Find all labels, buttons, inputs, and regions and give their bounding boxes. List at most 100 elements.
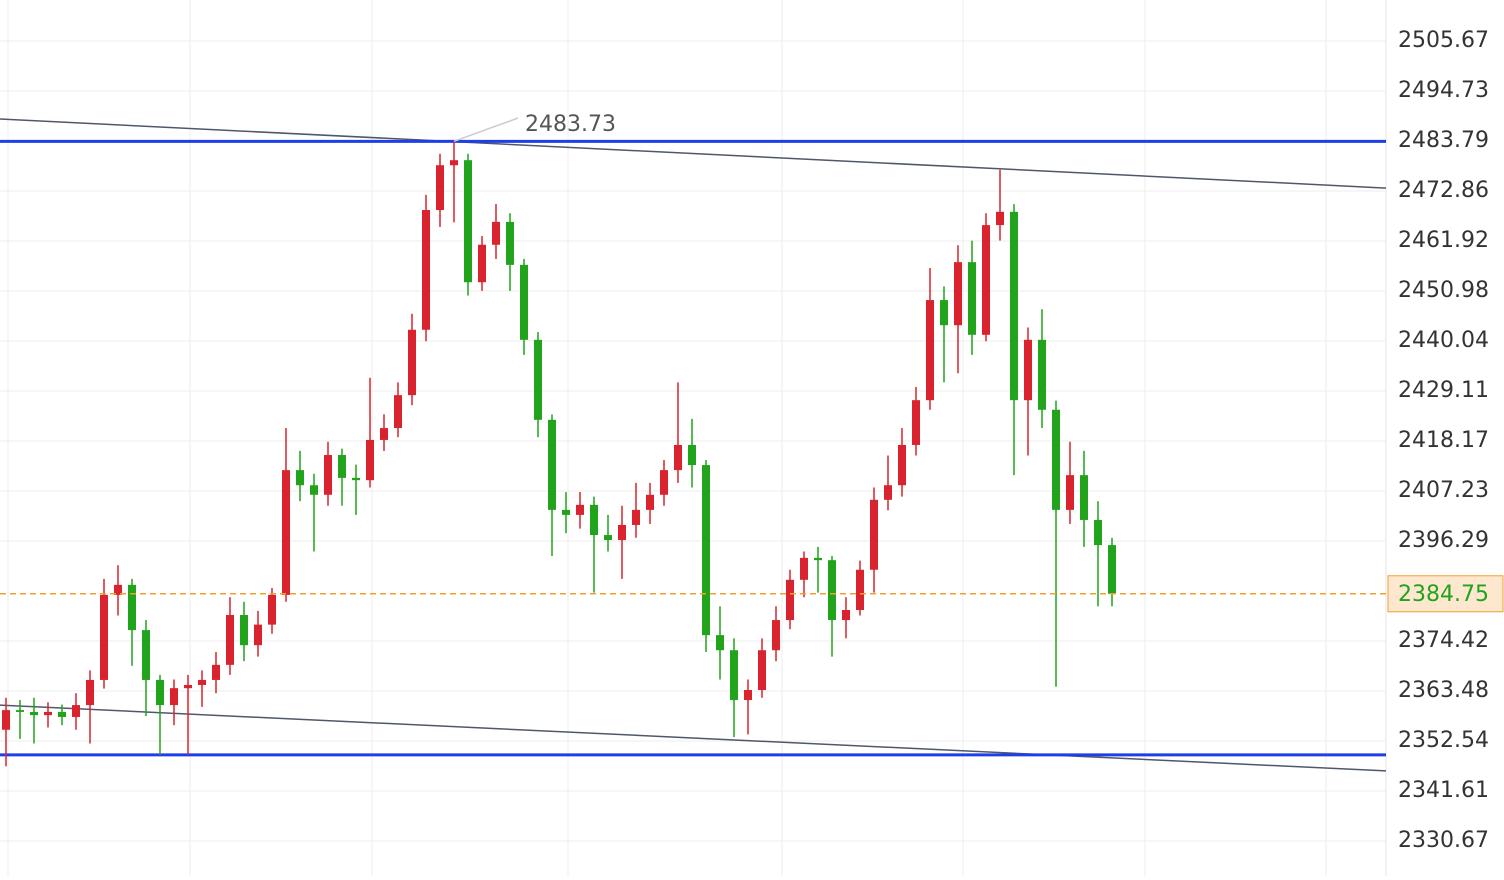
candle-body bbox=[870, 499, 878, 570]
candle-body bbox=[310, 485, 318, 495]
candle-body bbox=[1052, 409, 1060, 510]
candle-body bbox=[324, 455, 332, 495]
candle-body bbox=[982, 225, 990, 335]
candle-body bbox=[282, 470, 290, 595]
candle-body bbox=[884, 485, 892, 500]
candle-body bbox=[716, 635, 724, 651]
candle-body bbox=[1066, 475, 1074, 510]
candle-body bbox=[576, 504, 584, 515]
y-tick-label: 2494.73 bbox=[1398, 78, 1489, 103]
candle-body bbox=[548, 419, 556, 510]
candle-body bbox=[730, 650, 738, 701]
last-price-label: 2384.75 bbox=[1398, 582, 1489, 607]
candle-body bbox=[1080, 475, 1088, 520]
candle-body bbox=[842, 609, 850, 621]
candle-body bbox=[506, 221, 514, 265]
candle-body bbox=[968, 262, 976, 335]
candle-body bbox=[562, 509, 570, 515]
candle-body bbox=[254, 624, 262, 646]
candle-body bbox=[478, 244, 486, 283]
candle-body bbox=[688, 444, 696, 466]
candle-body bbox=[856, 569, 864, 610]
candle-body bbox=[268, 594, 276, 625]
candle-body bbox=[646, 494, 654, 510]
candle-body bbox=[1038, 339, 1046, 410]
candle-body bbox=[786, 579, 794, 621]
candle-body bbox=[16, 710, 24, 712]
candle-body bbox=[940, 300, 948, 326]
candle-body bbox=[72, 705, 80, 717]
candle-body bbox=[2, 710, 10, 730]
y-tick-label: 2440.04 bbox=[1398, 328, 1489, 353]
y-tick-label: 2418.17 bbox=[1398, 428, 1489, 453]
y-tick-label: 2396.29 bbox=[1398, 528, 1489, 553]
candle-body bbox=[1010, 211, 1018, 401]
candle-body bbox=[226, 615, 234, 665]
y-tick-label: 2363.48 bbox=[1398, 678, 1489, 703]
candle-body bbox=[58, 711, 66, 717]
candle-body bbox=[758, 650, 766, 690]
candle-body bbox=[632, 509, 640, 525]
candle-body bbox=[198, 679, 206, 685]
candle-body bbox=[128, 584, 136, 631]
candle-body bbox=[436, 165, 444, 211]
high-annotation-leader bbox=[453, 117, 519, 143]
candle-body bbox=[170, 688, 178, 706]
candle-body bbox=[660, 470, 668, 495]
candle-body bbox=[352, 477, 360, 481]
candle-body bbox=[800, 557, 808, 580]
candle-body bbox=[1094, 519, 1102, 546]
last-price-box bbox=[1387, 575, 1504, 613]
candle-body bbox=[212, 664, 220, 680]
candle-body bbox=[380, 428, 388, 440]
candle-body bbox=[674, 444, 682, 471]
y-tick-label: 2341.61 bbox=[1398, 778, 1489, 803]
candle-body bbox=[156, 679, 164, 706]
candle-body bbox=[898, 444, 906, 486]
candle-body bbox=[702, 465, 710, 636]
candle-body bbox=[954, 262, 962, 326]
candle-body bbox=[828, 560, 836, 621]
candle-body bbox=[86, 679, 94, 706]
candle-body bbox=[1108, 545, 1116, 594]
candle-body bbox=[296, 470, 304, 486]
candle-body bbox=[1024, 339, 1032, 401]
candle-body bbox=[142, 630, 150, 680]
candle-body bbox=[338, 455, 346, 478]
candle-body bbox=[604, 535, 612, 541]
candle-body bbox=[422, 210, 430, 330]
y-tick-label: 2352.54 bbox=[1398, 728, 1489, 753]
candle-body bbox=[450, 160, 458, 166]
y-tick-label: 2505.67 bbox=[1398, 28, 1489, 53]
candle-body bbox=[394, 395, 402, 429]
trendline bbox=[0, 704, 1387, 772]
candle-body bbox=[912, 400, 920, 445]
candle-body bbox=[30, 711, 38, 716]
y-tick-label: 2483.79 bbox=[1398, 128, 1489, 153]
high-annotation: 2483.73 bbox=[525, 112, 616, 137]
y-tick-label: 2429.11 bbox=[1398, 378, 1489, 403]
candle-body bbox=[240, 615, 248, 646]
candle-body bbox=[114, 584, 122, 595]
candle-body bbox=[926, 300, 934, 401]
candle-body bbox=[814, 557, 822, 561]
vertical-grid bbox=[7, 0, 1327, 876]
trendline bbox=[0, 118, 1387, 189]
candle-body bbox=[408, 329, 416, 396]
candle-body bbox=[520, 264, 528, 340]
candle-body bbox=[492, 221, 500, 245]
candle-body bbox=[996, 211, 1004, 226]
candle-body bbox=[590, 504, 598, 536]
candle-body bbox=[534, 339, 542, 420]
y-tick-label: 2407.23 bbox=[1398, 478, 1489, 503]
candle-body bbox=[100, 594, 108, 680]
candle-body bbox=[618, 524, 626, 541]
candle-body bbox=[464, 160, 472, 283]
y-tick-label: 2330.67 bbox=[1398, 828, 1489, 853]
candle-body bbox=[44, 711, 52, 716]
y-tick-label: 2461.92 bbox=[1398, 228, 1489, 253]
candle-body bbox=[744, 689, 752, 701]
y-tick-label: 2374.42 bbox=[1398, 628, 1489, 653]
